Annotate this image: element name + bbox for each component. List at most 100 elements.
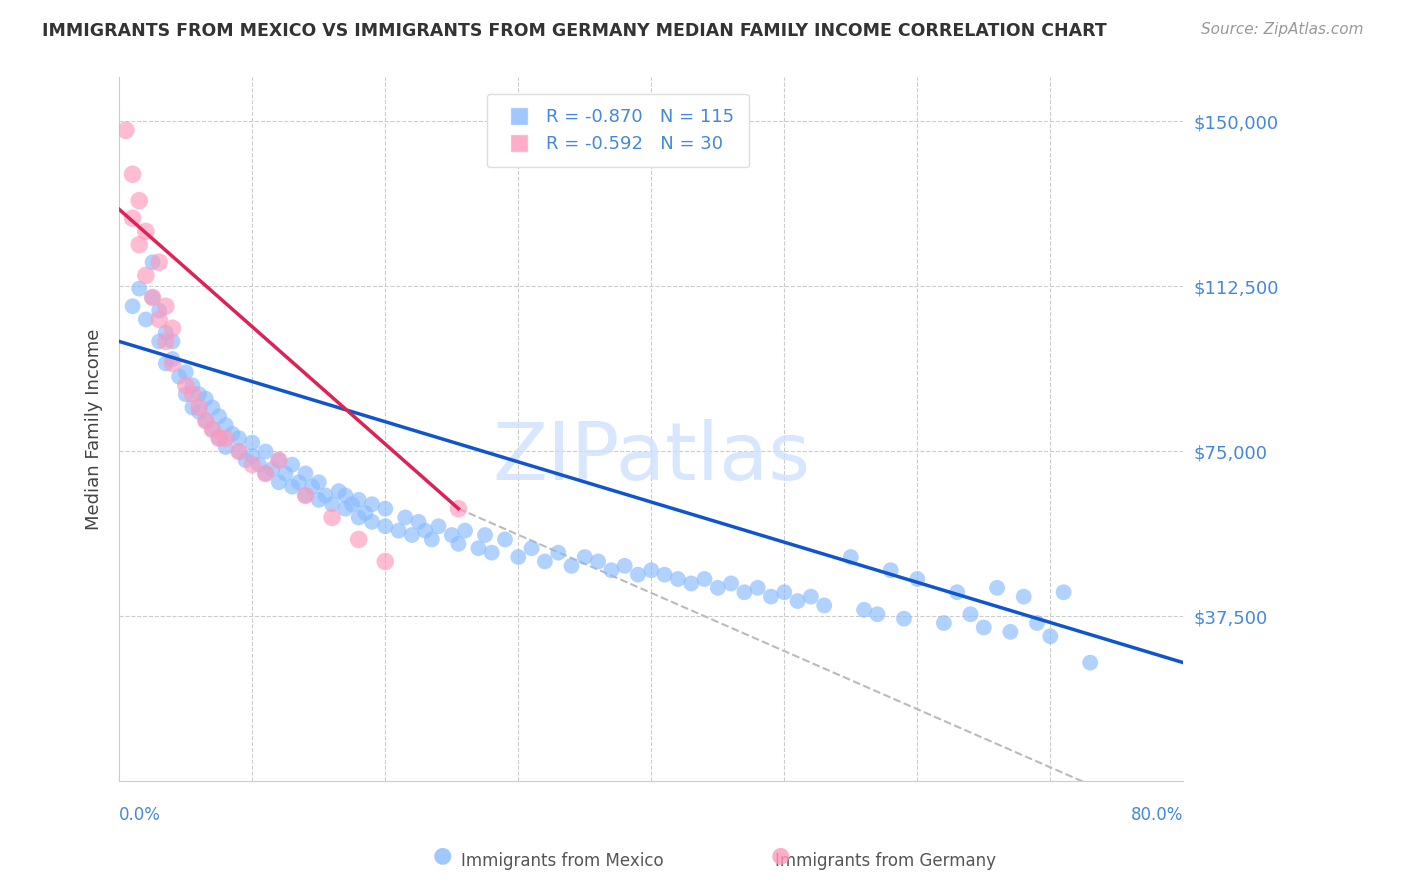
- Point: [128, 194, 150, 208]
- Point: [308, 475, 330, 490]
- Point: [800, 590, 823, 604]
- Point: [420, 533, 443, 547]
- Point: [148, 255, 170, 269]
- Point: [879, 563, 901, 577]
- Point: [361, 497, 384, 511]
- Point: [374, 519, 396, 533]
- Point: [813, 599, 835, 613]
- Text: Immigrants from Mexico: Immigrants from Mexico: [461, 852, 664, 870]
- Point: [215, 418, 238, 433]
- Point: [759, 590, 782, 604]
- Point: [240, 458, 263, 472]
- Point: [427, 519, 450, 533]
- Point: [374, 501, 396, 516]
- Point: [1052, 585, 1074, 599]
- Point: [267, 475, 290, 490]
- Text: Immigrants from Germany: Immigrants from Germany: [775, 852, 997, 870]
- Point: [328, 483, 350, 498]
- Point: [335, 501, 357, 516]
- Point: [194, 392, 217, 406]
- Point: [148, 312, 170, 326]
- Point: [115, 123, 138, 137]
- Point: [613, 558, 636, 573]
- Point: [1039, 629, 1062, 643]
- Point: [547, 546, 569, 560]
- Point: [281, 458, 304, 472]
- Point: [707, 581, 730, 595]
- Point: [574, 549, 596, 564]
- Point: [240, 435, 263, 450]
- Point: [201, 422, 224, 436]
- Point: [1000, 624, 1022, 639]
- Point: [401, 528, 423, 542]
- Point: [121, 211, 143, 226]
- Point: [335, 488, 357, 502]
- Point: [228, 431, 250, 445]
- Point: [135, 268, 157, 283]
- Point: [986, 581, 1008, 595]
- Point: [267, 453, 290, 467]
- Point: [654, 567, 676, 582]
- Text: ZIPatlas: ZIPatlas: [492, 418, 810, 497]
- Point: [973, 620, 995, 634]
- Point: [155, 326, 177, 340]
- Point: [354, 506, 377, 520]
- Point: [201, 422, 224, 436]
- Point: [773, 585, 796, 599]
- Point: [135, 312, 157, 326]
- Point: [321, 510, 343, 524]
- Point: [294, 488, 316, 502]
- Point: [247, 458, 270, 472]
- Point: [254, 467, 277, 481]
- Point: [347, 492, 370, 507]
- Point: [135, 224, 157, 238]
- Point: [188, 401, 211, 415]
- Point: [1026, 615, 1049, 630]
- Point: [693, 572, 716, 586]
- Point: [447, 501, 470, 516]
- Point: [1078, 656, 1101, 670]
- Point: [932, 615, 955, 630]
- Point: [240, 449, 263, 463]
- Text: ●: ●: [770, 846, 790, 865]
- Point: [201, 401, 224, 415]
- Point: [467, 541, 489, 556]
- Point: [413, 524, 436, 538]
- Point: [294, 488, 316, 502]
- Point: [155, 356, 177, 370]
- Point: [254, 467, 277, 481]
- Point: [959, 607, 981, 622]
- Legend: R = -0.870   N = 115, R = -0.592   N = 30: R = -0.870 N = 115, R = -0.592 N = 30: [486, 94, 748, 168]
- Point: [720, 576, 742, 591]
- Point: [174, 378, 197, 392]
- Text: 0.0%: 0.0%: [120, 806, 162, 824]
- Point: [141, 255, 163, 269]
- Point: [308, 492, 330, 507]
- Point: [254, 444, 277, 458]
- Point: [167, 369, 190, 384]
- Point: [174, 387, 197, 401]
- Point: [494, 533, 516, 547]
- Point: [181, 387, 204, 401]
- Point: [194, 414, 217, 428]
- Point: [408, 515, 430, 529]
- Point: [128, 237, 150, 252]
- Point: [215, 431, 238, 445]
- Point: [228, 444, 250, 458]
- Point: [560, 558, 582, 573]
- Point: [208, 431, 231, 445]
- Point: [162, 334, 184, 349]
- Point: [340, 497, 363, 511]
- Point: [361, 515, 384, 529]
- Point: [508, 549, 530, 564]
- Point: [893, 612, 915, 626]
- Point: [148, 334, 170, 349]
- Point: [866, 607, 889, 622]
- Point: [747, 581, 769, 595]
- Point: [162, 352, 184, 367]
- Point: [162, 356, 184, 370]
- Point: [301, 480, 323, 494]
- Point: [681, 576, 703, 591]
- Point: [627, 567, 650, 582]
- Point: [640, 563, 662, 577]
